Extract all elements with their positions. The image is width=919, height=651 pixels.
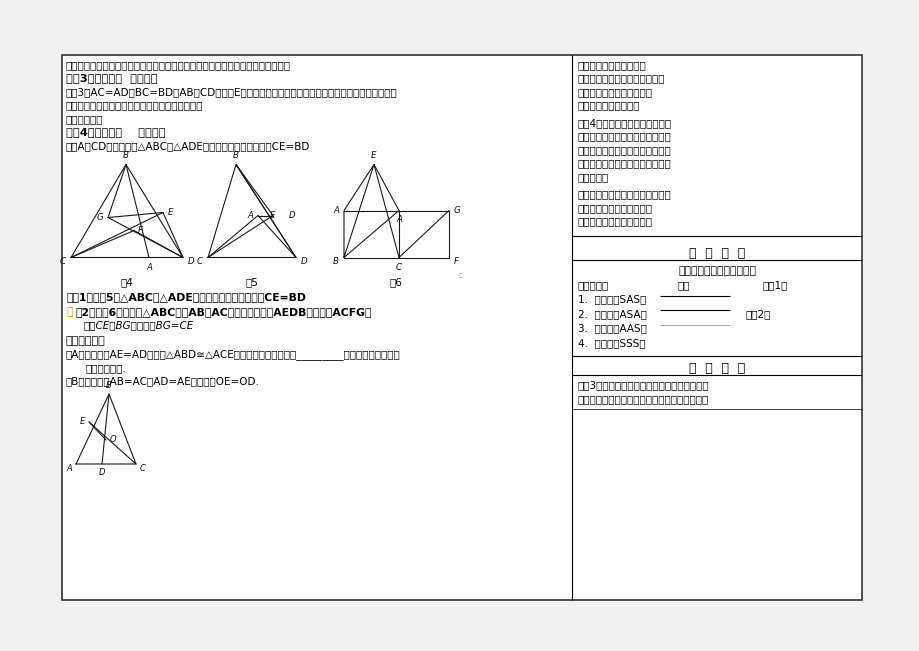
Text: 引导学生深入体会全等三角形是: 引导学生深入体会全等三角形是 — [577, 74, 664, 83]
Text: 范，同时不便于评比在，在这方面以后应事先想: 范，同时不便于评比在，在这方面以后应事先想 — [577, 395, 709, 404]
Text: 然后小组交流互助，最后由小组成: 然后小组交流互助，最后由小组成 — [577, 132, 671, 141]
Text: 如图3，AC=AD，BC=BD，AB和CD相交于E。由这些条件可以得出若干结论，请你尽可能多的写出正: 如图3，AC=AD，BC=BD，AB和CD相交于E。由这些条件可以得出若干结论，… — [66, 87, 397, 97]
Text: 渗透转化的数学思想。: 渗透转化的数学思想。 — [577, 100, 640, 111]
Text: D: D — [187, 258, 195, 266]
Text: G: G — [96, 213, 103, 222]
Text: D: D — [289, 211, 295, 220]
Text: 例：: 例： — [677, 280, 690, 290]
Text: A: A — [247, 211, 253, 220]
Text: 请用其中三个作为条件，余下一个作为结论，编一道数学问题，并写出解答过程。: 请用其中三个作为条件，余下一个作为结论，编一道数学问题，并写出解答过程。 — [66, 60, 290, 70]
Text: B: B — [123, 152, 129, 161]
Text: 【检测反馈】: 【检测反馈】 — [66, 336, 106, 346]
Text: G: G — [453, 206, 460, 215]
Text: E: E — [270, 212, 276, 221]
Text: 对比结论，总结问题本质，: 对比结论，总结问题本质， — [577, 203, 652, 213]
Text: C: C — [395, 262, 402, 271]
Text: 变式1：: 变式1： — [762, 280, 788, 290]
Text: 变式1：如图5，△ABC和△ADE都是等边三角形，求证：CE=BD: 变式1：如图5，△ABC和△ADE都是等边三角形，求证：CE=BD — [66, 292, 306, 303]
Text: 2.  角边角（ASA）: 2. 角边角（ASA） — [577, 309, 646, 319]
Text: C: C — [197, 258, 203, 266]
Text: 4.  边边边（SSS）: 4. 边边边（SSS） — [577, 338, 645, 348]
Text: （B层）如图，AB=AC，AD=AE，求证：OE=OD.: （B层）如图，AB=AC，AD=AE，求证：OE=OD. — [66, 376, 259, 387]
Text: D: D — [301, 258, 307, 266]
Text: A: A — [66, 464, 72, 473]
Text: E: E — [371, 152, 377, 161]
Text: 比哪组结论又多又正确。: 比哪组结论又多又正确。 — [577, 60, 646, 70]
Text: 员分工合作展示。一人讲解，一人: 员分工合作展示。一人讲解，一人 — [577, 145, 671, 155]
Text: A: A — [333, 206, 338, 215]
Text: 由变式训练，引导学生对比条件、: 由变式训练，引导学生对比条件、 — [577, 189, 671, 199]
Text: A: A — [146, 262, 152, 271]
Text: 式2：如图6，分别以△ABC的边AB、AC为一边画正方形AEDB和正方形ACFG，: 式2：如图6，分别以△ABC的边AB、AC为一边画正方形AEDB和正方形ACFG… — [75, 307, 371, 317]
Text: 活动4：合作交流    能力提升: 活动4：合作交流 能力提升 — [66, 128, 165, 137]
Text: 板  书  设  计: 板 书 设 计 — [688, 247, 744, 260]
Bar — [64, 158, 553, 275]
Text: 体会变化问题中的不变思想: 体会变化问题中的不变思想 — [577, 217, 652, 227]
Text: D: D — [98, 468, 105, 477]
Text: C: C — [60, 258, 66, 266]
Text: 写出证明过程.: 写出证明过程. — [85, 363, 127, 373]
Text: E: E — [80, 417, 85, 426]
Text: E: E — [168, 208, 174, 217]
Bar — [62, 55, 861, 600]
Text: 变式2：: 变式2： — [745, 309, 770, 319]
Text: 活动3由学生所有小组黑板书写结论有些乱不规: 活动3由学生所有小组黑板书写结论有些乱不规 — [577, 380, 709, 391]
Text: B: B — [333, 258, 338, 266]
Text: O: O — [110, 436, 117, 445]
Text: 同时黑板分析，一人同时黑板书写: 同时黑板分析，一人同时黑板书写 — [577, 158, 671, 169]
Text: C: C — [140, 464, 146, 473]
Text: F: F — [138, 226, 142, 235]
Text: 1.  边角边（SAS）: 1. 边角边（SAS） — [577, 294, 646, 305]
Text: 图4: 图4 — [120, 277, 133, 288]
Text: 证明边等、角等的重要工具: 证明边等、角等的重要工具 — [577, 87, 652, 97]
Text: 图6: 图6 — [389, 277, 402, 288]
Text: 证明过程。: 证明过程。 — [577, 172, 608, 182]
Text: 图5: 图5 — [245, 277, 258, 288]
Text: A: A — [396, 214, 402, 223]
Text: 变: 变 — [66, 307, 73, 317]
Text: 确结论。（不要添加字母和辅助线，不要求证明）: 确结论。（不要添加字母和辅助线，不要求证明） — [66, 100, 203, 111]
Text: 3.  角角边（AAS）: 3. 角角边（AAS） — [577, 324, 646, 333]
Text: 【实践应用】: 【实践应用】 — [66, 114, 103, 124]
Text: 连结CE、BG，求证：BG=CE: 连结CE、BG，求证：BG=CE — [84, 320, 194, 331]
Text: 三角形全等的判定（复习）: 三角形全等的判定（复习） — [677, 266, 755, 276]
Text: B: B — [233, 152, 239, 161]
Text: （A层）如图，AE=AD，要使△ABD≅△ACE，请你增加一个条件是_________，并利用所填加条件: （A层）如图，AE=AD，要使△ABD≅△ACE，请你增加一个条件是______… — [66, 350, 401, 361]
Text: 活动4先给学生独立思考的时间，: 活动4先给学生独立思考的时间， — [577, 118, 672, 128]
Text: F: F — [453, 258, 459, 266]
Text: 判定方法：: 判定方法： — [577, 280, 608, 290]
Text: :: : — [459, 271, 462, 281]
Text: B: B — [106, 381, 112, 390]
Text: 例：A是CD上的一点，△ABC和△ADE都是等边三角形，求证：CE=BD: 例：A是CD上的一点，△ABC和△ADE都是等边三角形，求证：CE=BD — [66, 141, 310, 151]
Text: 活动3：探索结论  学以致用: 活动3：探索结论 学以致用 — [66, 74, 157, 83]
Text: 课  后  反  思: 课 后 反 思 — [688, 361, 744, 374]
